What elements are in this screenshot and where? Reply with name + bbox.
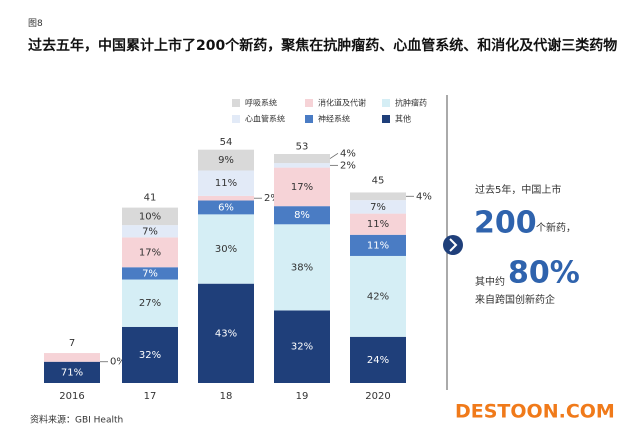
bar-segment [122, 237, 178, 268]
arrow-circle [443, 235, 463, 255]
value-label: 27% [139, 298, 161, 309]
value-label: 17% [139, 247, 161, 258]
bar-segment [198, 283, 254, 383]
bar-segment [350, 200, 406, 214]
bar-segment [274, 206, 330, 225]
bar-segment [122, 326, 178, 383]
legend-swatch [232, 99, 240, 107]
value-label: 7% [142, 226, 158, 237]
bar-segment [350, 255, 406, 337]
legend-label: 消化道及代谢 [318, 98, 366, 108]
total-label: 7 [69, 338, 75, 349]
x-tick-label: 2020 [365, 391, 390, 402]
legend-label: 神经系统 [318, 114, 350, 124]
bar-segment [44, 353, 100, 362]
legend-swatch [305, 99, 313, 107]
x-tick-label: 2016 [59, 391, 84, 402]
value-label: 32% [291, 342, 313, 353]
value-label: 42% [367, 291, 389, 302]
bar-segment [122, 267, 178, 280]
bar-segment [122, 207, 178, 226]
total-label: 54 [220, 137, 233, 148]
value-label: 10% [139, 211, 161, 222]
callout-text: 其中约 [475, 275, 505, 288]
x-tick-label: 17 [144, 391, 157, 402]
figure-label: 图8 [28, 19, 43, 29]
legend-swatch [382, 115, 390, 123]
total-label: 41 [144, 193, 157, 204]
value-label: 8% [294, 210, 310, 221]
bar-segment [274, 310, 330, 383]
callout-number: 200 [474, 206, 537, 241]
bar-segment [122, 279, 178, 327]
bar-segment [274, 224, 330, 311]
value-label: 2% [264, 193, 280, 204]
legend-swatch [305, 115, 313, 123]
leader-line [329, 153, 339, 159]
legend-label: 心血管系统 [245, 114, 285, 124]
legend-label: 其他 [395, 114, 411, 124]
callout-text: 来自跨国创新药企 [475, 293, 555, 306]
legend-label: 抗肿瘤药 [395, 98, 427, 108]
value-label: 4% [340, 148, 356, 159]
value-label: 7% [142, 268, 158, 279]
value-label: 2% [340, 160, 356, 171]
callout-number: 80% [508, 256, 580, 291]
total-label: 45 [372, 176, 385, 187]
bar-segment [274, 154, 330, 164]
value-label: 17% [291, 182, 313, 193]
value-label: 30% [215, 244, 237, 255]
legend-swatch [382, 99, 390, 107]
bar-segment [198, 200, 254, 215]
bar-segment [274, 167, 330, 207]
bar-segment [198, 170, 254, 196]
x-tick-label: 19 [296, 391, 309, 402]
value-label: 0% [110, 357, 126, 368]
bar-segment [350, 192, 406, 201]
bar-segment [274, 163, 330, 168]
bar-segment [44, 361, 100, 383]
bar-segment [350, 336, 406, 383]
x-tick-label: 18 [220, 391, 233, 402]
value-label: 43% [215, 328, 237, 339]
title: 过去五年，中国累计上市了200个新药，聚焦在抗肿瘤药、心血管系统、和消化及代谢三… [28, 38, 618, 54]
bar-segment [198, 214, 254, 284]
value-label: 7% [370, 202, 386, 213]
source: 资料来源：GBI Health [30, 414, 123, 426]
bar-segment [122, 225, 178, 238]
legend-label: 呼吸系统 [245, 98, 277, 108]
bar-segment [198, 149, 254, 171]
value-label: 4% [416, 191, 432, 202]
bar-segment [350, 213, 406, 235]
value-label: 11% [215, 178, 237, 189]
value-label: 38% [291, 262, 313, 273]
value-label: 32% [139, 350, 161, 361]
callout-text: 个新药， [536, 221, 576, 234]
value-label: 6% [218, 202, 234, 213]
watermark: DESTOON.COM [455, 401, 615, 423]
value-label: 11% [367, 219, 389, 230]
value-label: 24% [367, 355, 389, 366]
value-label: 71% [61, 367, 83, 378]
bar-segment [350, 234, 406, 256]
bar-segment [198, 195, 254, 201]
callout-text: 过去5年，中国上市 [475, 183, 561, 196]
value-label: 9% [218, 155, 234, 166]
total-label: 53 [296, 141, 309, 152]
value-label: 11% [367, 240, 389, 251]
legend-swatch [232, 115, 240, 123]
arrow [449, 238, 458, 252]
